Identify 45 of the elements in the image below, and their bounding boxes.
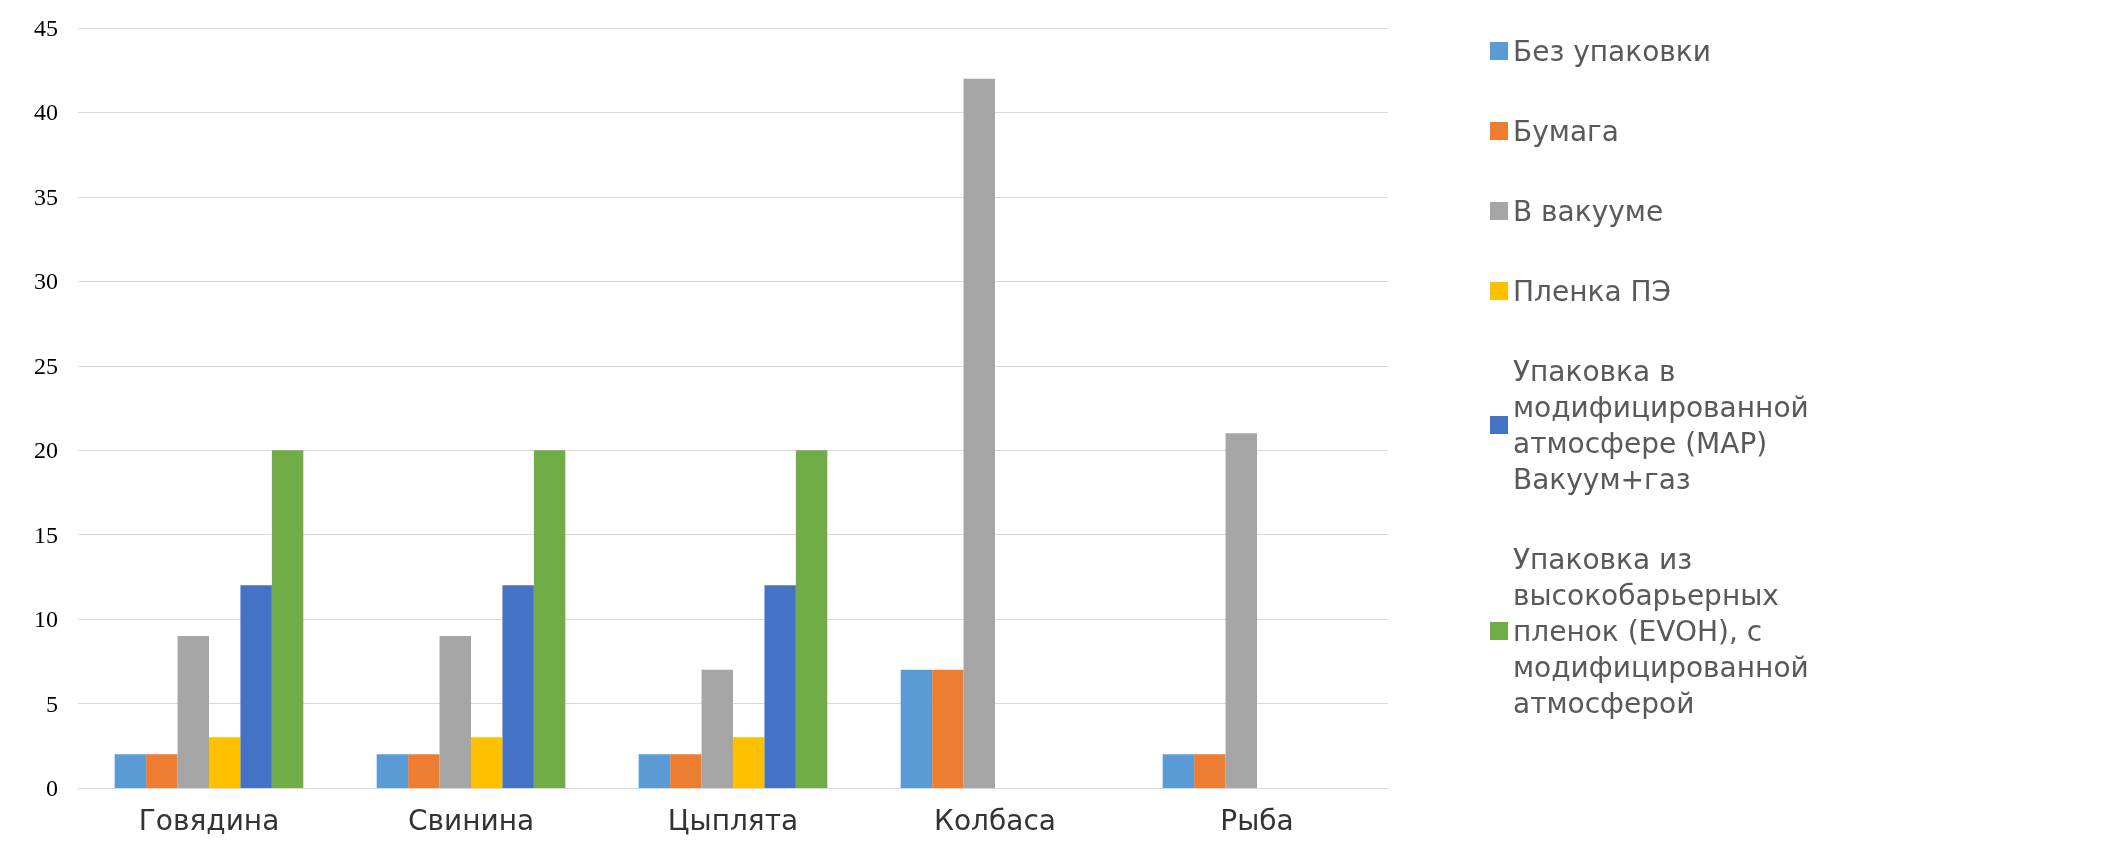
bar [670,754,702,788]
bar [764,585,796,788]
legend-label: Упаковка из высокобарьерных пленок (EVOH), с модифицированной атмосферой [1513,542,1818,720]
y-tick-label: 20 [34,437,58,464]
bar [701,669,733,788]
y-tick-label: 45 [34,15,58,41]
bar [471,737,503,788]
x-tick-label: Колбаса [934,803,1056,837]
bar [502,585,534,788]
legend-label: Пленка ПЭ [1513,274,1672,308]
y-tick-label: 35 [34,183,58,210]
bar [408,754,440,788]
bar [114,754,147,788]
y-tick-label: 40 [34,99,58,126]
y-tick-label: 25 [34,352,58,379]
bar [209,737,241,788]
y-tick-label: 30 [34,268,58,295]
legend-label: В вакууме [1513,194,1664,228]
legend-label: Бумага [1513,114,1619,148]
legend-label: Без упаковки [1513,34,1711,68]
x-tick-label: Говядина [138,803,280,837]
bar [1225,433,1257,788]
bar [900,669,933,788]
y-tick-label: 15 [34,521,58,548]
bar [1162,754,1195,788]
bar [1194,754,1226,788]
bar [240,585,272,788]
bar [439,636,471,788]
x-tick-label: Свинина [407,803,535,837]
bar [376,754,409,788]
bar [533,450,566,788]
bar [963,78,995,788]
bar [146,754,178,788]
bar [177,636,209,788]
y-tick-label: 0 [46,775,58,801]
bar [733,737,765,788]
bar [638,754,671,788]
y-tick-label: 10 [34,606,58,633]
legend-label: Упаковка в модифицированной атмосфере (МАР) Вакуум+газ [1513,354,1818,496]
bar [932,669,964,788]
y-tick-label: 5 [46,690,58,717]
x-tick-label: Рыба [1220,803,1294,837]
bar [271,450,304,788]
x-tick-label: Цыплята [667,803,799,837]
bar [795,450,828,788]
